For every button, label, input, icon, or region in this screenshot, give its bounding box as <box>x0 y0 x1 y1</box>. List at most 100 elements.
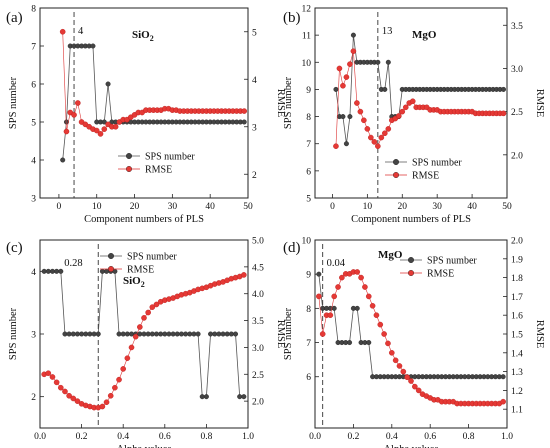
threshold-label: 0.28 <box>64 258 82 269</box>
rmse-point <box>141 315 147 321</box>
rmse-point <box>377 321 384 328</box>
rmse-point <box>382 130 388 137</box>
y-axis-label: SPS number <box>8 307 19 360</box>
y-tick-label: 7 <box>306 140 311 150</box>
rmse-point <box>331 293 338 300</box>
sps-point <box>116 331 122 337</box>
rmse-point <box>74 398 81 404</box>
x-tick-label: 0.8 <box>200 432 212 442</box>
x-tick-label: 1.0 <box>501 432 513 442</box>
rmse-point <box>381 331 387 337</box>
sps-point <box>316 271 322 277</box>
y-axis-label: SPS number <box>283 307 294 360</box>
rmse-point <box>112 384 118 391</box>
rmse-point <box>357 108 364 115</box>
sps-point <box>158 331 164 337</box>
sps-point <box>208 331 214 337</box>
rmse-series-line <box>44 274 244 408</box>
rmse-point <box>362 284 368 290</box>
sps-series-line <box>62 45 245 161</box>
rmse-point <box>409 98 416 105</box>
x-tick-label: 40 <box>205 202 215 212</box>
sps-point <box>45 268 51 274</box>
sps-point <box>120 331 126 337</box>
y-right-tick-label: 4 <box>252 76 257 86</box>
rmse-point <box>339 274 345 281</box>
legend-label: SPS number <box>145 152 195 163</box>
y-tick-label: 4 <box>31 157 36 167</box>
x-tick-label: 0.6 <box>159 432 171 442</box>
y-right-tick-label: 2.5 <box>252 371 264 381</box>
sps-point <box>95 331 101 337</box>
sps-point <box>340 114 346 120</box>
sps-point <box>101 119 107 125</box>
y-right-tick-label: 2.0 <box>511 151 523 161</box>
sps-point <box>199 394 205 400</box>
x-tick-label: 0 <box>57 202 62 212</box>
sps-point <box>237 394 243 400</box>
x-tick-label: 10 <box>92 202 102 212</box>
rmse-point <box>365 293 372 300</box>
y-tick-label: 8 <box>306 305 311 315</box>
y-tick-label: 3 <box>31 331 36 341</box>
sps-point <box>347 340 353 346</box>
compound-annotation: MgO <box>412 29 437 41</box>
rmse-point <box>71 112 77 118</box>
legend-marker <box>125 152 132 159</box>
y-tick-label: 12 <box>302 5 312 15</box>
rmse-point <box>347 61 353 67</box>
rmse-point <box>62 388 68 395</box>
y-right-tick-label: 2 <box>252 171 257 181</box>
rmse-point <box>137 324 143 330</box>
rmse-point <box>404 374 410 381</box>
sps-point <box>90 43 96 49</box>
sps-point <box>224 331 230 337</box>
y-right-tick-label: 1.9 <box>511 255 523 265</box>
legend-marker <box>125 165 132 172</box>
rmse-point <box>93 127 100 134</box>
rmse-point <box>408 378 414 384</box>
sps-point <box>62 331 68 337</box>
sps-point <box>220 331 226 337</box>
x-tick-label: 40 <box>467 202 477 212</box>
panel-c-chart: 0.0 0.2 0.4 0.6 0.8 1.0 2 3 4 2.0 2.5 3.0 3.5 4.0 4.5 5… <box>6 237 286 448</box>
y-tick-label: 7 <box>31 43 36 53</box>
sps-point <box>162 331 168 337</box>
rmse-point <box>70 395 77 402</box>
y-right-tick-label: 1.7 <box>511 293 523 303</box>
rmse-point <box>319 331 326 337</box>
rmse-point <box>153 301 160 308</box>
panel-label: (b) <box>283 10 301 26</box>
y-right-tick-label: 5.0 <box>252 237 264 247</box>
compound-annotation: SiO2 <box>123 275 145 289</box>
y-right-tick-label: 3.0 <box>252 344 264 354</box>
x-tick-label: 0.0 <box>34 432 46 442</box>
sps-point <box>241 119 247 125</box>
rmse-point <box>75 100 81 106</box>
rmse-point <box>385 126 392 132</box>
y-right-tick-label: 3.5 <box>252 317 264 327</box>
sps-point <box>87 331 93 337</box>
legend-marker <box>107 266 114 273</box>
y-right-tick-label: 3 <box>252 123 257 133</box>
rmse-point <box>358 274 364 281</box>
x-tick-label: 0.2 <box>347 432 359 442</box>
y-right-tick-label: 2.5 <box>511 108 523 118</box>
sps-point <box>216 331 222 337</box>
x-axis-label: Component numbers of PLS <box>84 214 204 225</box>
y-axis-label: SPS number <box>8 76 19 129</box>
x-tick-label: 50 <box>243 202 253 212</box>
panel-a-chart: 0 10 20 30 40 50 3 4 5 6 7 8 2 3 4 5 Component numbers o… <box>6 5 286 226</box>
x-tick-label: 0.8 <box>463 432 475 442</box>
rmse-point <box>103 399 110 406</box>
sps-point <box>49 268 55 274</box>
rmse-point <box>241 108 248 114</box>
y-right-axis-label: RMSE <box>534 89 545 118</box>
x-axis-label: Component numbers of PLS <box>351 214 471 225</box>
rmse-point <box>336 65 343 72</box>
x-tick-label: 0.6 <box>424 432 436 442</box>
sps-point <box>350 32 356 38</box>
y-tick-label: 3 <box>31 195 36 205</box>
x-tick-label: 20 <box>130 202 140 212</box>
rmse-point <box>399 108 406 115</box>
